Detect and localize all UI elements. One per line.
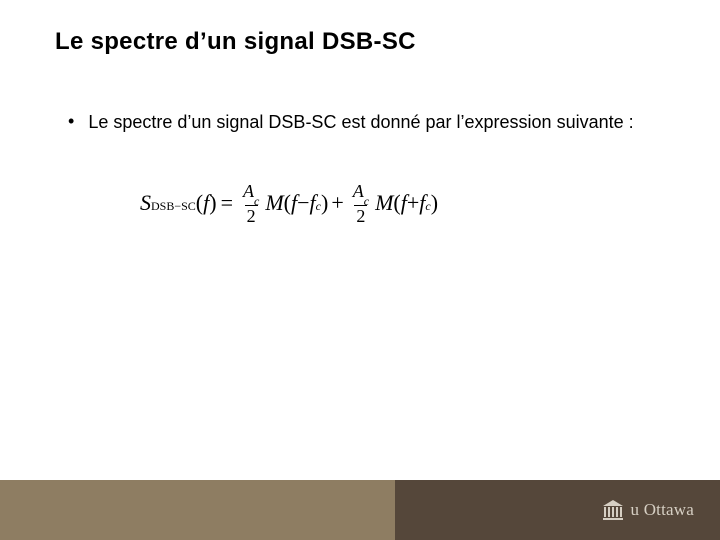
formula-plus: + (331, 190, 343, 216)
logo-roof (603, 500, 623, 506)
formula-frac2-num: Ac (351, 182, 371, 205)
formula-p2-plus: + (407, 190, 419, 216)
formula-S-sub: DSB−SC (151, 199, 196, 214)
formula-rparen1: ) (209, 190, 216, 216)
formula-M2: M (375, 190, 393, 216)
logo-col (604, 507, 606, 517)
formula-frac2: Ac 2 (351, 182, 371, 225)
formula-frac1: Ac 2 (241, 182, 261, 225)
formula-p2-fc-c: c (425, 199, 430, 214)
slide: Le spectre d’un signal DSB-SC • Le spect… (0, 0, 720, 540)
slide-title: Le spectre d’un signal DSB-SC (55, 28, 416, 56)
logo-columns (604, 507, 622, 517)
bullet-marker: • (68, 110, 74, 132)
footer-right-band: u Ottawa (395, 480, 720, 540)
formula-lparen2: ( (284, 190, 291, 216)
logo-base (603, 518, 623, 520)
logo-col (616, 507, 618, 517)
formula: S DSB−SC ( f ) = Ac 2 M ( f − fc ) + Ac … (140, 182, 438, 225)
formula-S: S (140, 190, 151, 216)
formula-lparen1: ( (196, 190, 203, 216)
logo-col (620, 507, 622, 517)
logo-col (612, 507, 614, 517)
frac2-A: A (353, 181, 364, 201)
formula-M1: M (265, 190, 283, 216)
uottawa-logo-text: u Ottawa (631, 500, 694, 520)
footer: u Ottawa (0, 480, 720, 540)
formula-p1-fc-c: c (316, 199, 321, 214)
footer-left-band (0, 480, 395, 540)
bullet-item: • Le spectre d’un signal DSB-SC est donn… (68, 110, 660, 134)
uottawa-logo-icon (603, 500, 623, 520)
formula-eq: = (221, 190, 233, 216)
frac1-c: c (254, 194, 259, 208)
formula-lparen3: ( (393, 190, 400, 216)
frac1-A: A (243, 181, 254, 201)
formula-p1-minus: − (297, 190, 309, 216)
formula-rparen2: ) (321, 190, 328, 216)
frac2-c: c (364, 194, 369, 208)
bullet-text: Le spectre d’un signal DSB-SC est donné … (88, 110, 633, 134)
formula-frac1-num: Ac (241, 182, 261, 205)
formula-rparen3: ) (431, 190, 438, 216)
logo-col (608, 507, 610, 517)
